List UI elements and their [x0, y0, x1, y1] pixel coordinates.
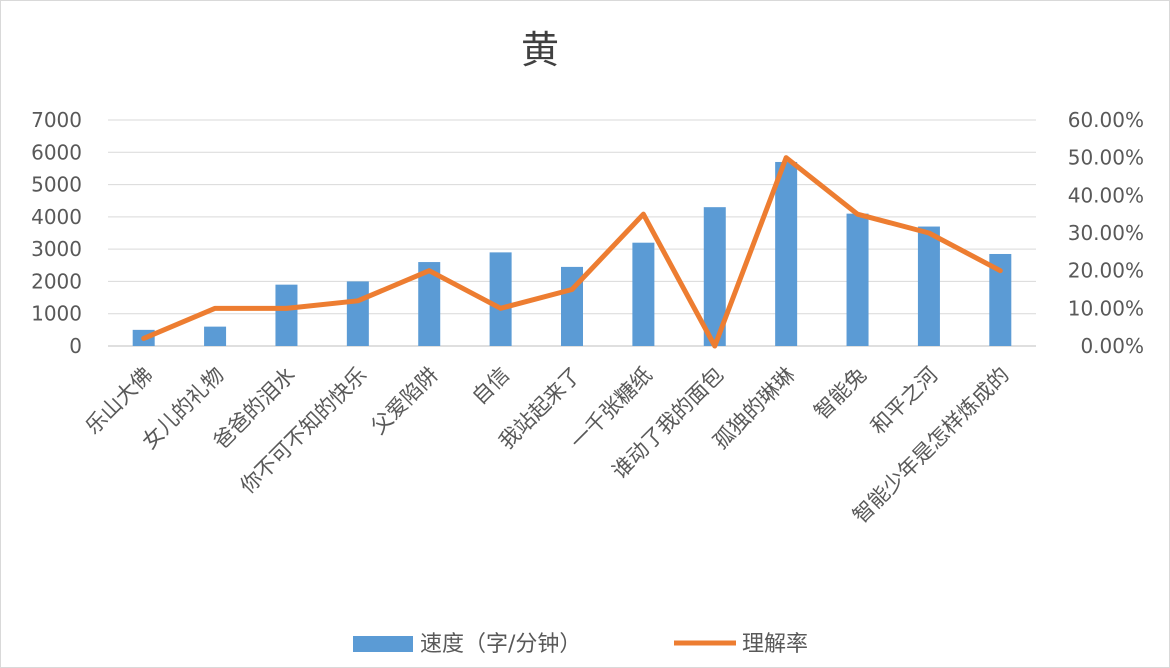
gridlines [108, 119, 1036, 347]
bar [989, 253, 1012, 346]
bar [703, 207, 726, 346]
left-tick-label: 5000 [31, 173, 82, 197]
bar [489, 252, 512, 346]
category-label: 智能兔 [810, 363, 872, 425]
legend-bar-swatch [353, 636, 413, 652]
line-series [141, 155, 1003, 349]
right-axis-ticks: 0.00% 10.00% 20.00% 30.00% 40.00% 50.00% 60.00… [1068, 108, 1144, 358]
bar [632, 242, 655, 346]
bar [917, 226, 940, 346]
bar [204, 326, 227, 346]
right-tick-label: 0.00% [1080, 334, 1144, 358]
right-tick-label: 10.00% [1068, 296, 1144, 320]
bar [346, 281, 369, 346]
category-label: 你不可不知的快乐 [236, 363, 372, 499]
right-tick-label: 50.00% [1068, 146, 1144, 170]
left-tick-label: 0 [69, 334, 82, 358]
right-tick-label: 60.00% [1068, 108, 1144, 132]
right-tick-label: 30.00% [1068, 221, 1144, 245]
category-label: 自信 [467, 363, 514, 410]
bar [846, 213, 869, 346]
category-label: 父爱陷阱 [366, 363, 442, 439]
legend-line-label: 理解率 [742, 632, 808, 657]
chart-title: 黄 [521, 28, 559, 72]
left-axis-ticks: 0 1000 2000 3000 4000 5000 6000 7000 [31, 108, 82, 358]
left-tick-label: 4000 [31, 205, 82, 229]
right-tick-label: 20.00% [1068, 259, 1144, 283]
legend-bar-label: 速度（字/分钟） [420, 632, 581, 657]
right-tick-label: 40.00% [1068, 183, 1144, 207]
left-tick-label: 6000 [31, 140, 82, 164]
bar [275, 284, 298, 346]
left-tick-label: 1000 [31, 302, 82, 326]
bar [775, 161, 798, 346]
left-tick-label: 2000 [31, 269, 82, 293]
bar-series [132, 161, 1012, 346]
legend: 速度（字/分钟） 理解率 [353, 632, 808, 657]
series-line [141, 155, 1003, 349]
bar [418, 262, 441, 346]
left-tick-label: 7000 [31, 108, 82, 132]
left-tick-label: 3000 [31, 237, 82, 261]
